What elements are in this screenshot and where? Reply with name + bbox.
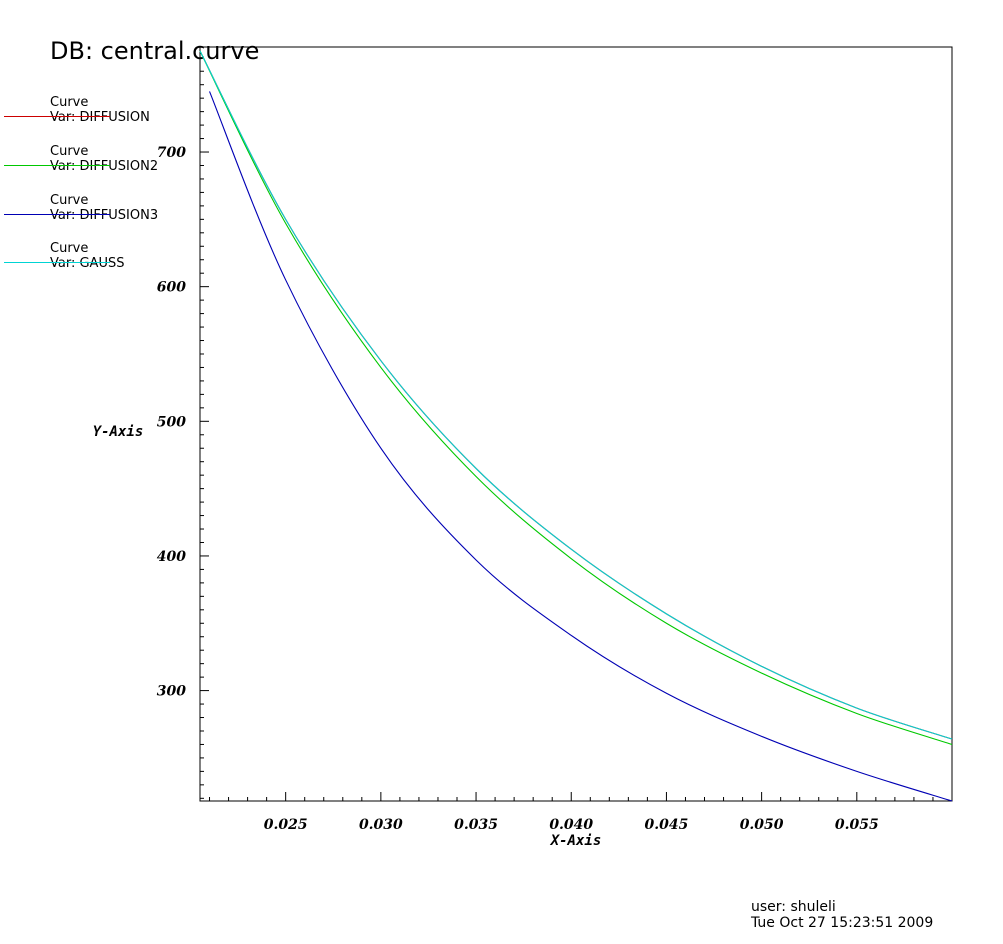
footer-user: user: shuleli: [751, 899, 836, 915]
y-tick-label: 400: [157, 549, 186, 565]
legend-swatch: [4, 262, 110, 263]
x-tick-label: 0.050: [740, 817, 784, 833]
y-tick-label: 300: [157, 684, 186, 700]
series-line-gauss: [199, 50, 953, 740]
x-tick-label: 0.045: [645, 817, 689, 833]
database-title: DB: central.curve: [50, 37, 260, 65]
plot-frame: [199, 46, 953, 802]
legend-var-label: Var: DIFFUSION3: [50, 208, 159, 223]
legend-entry-diffusion: Curve Var: DIFFUSION: [0, 96, 200, 142]
legend-curve-label: Curve: [50, 241, 89, 256]
x-tick-label: 0.035: [454, 817, 498, 833]
series-line-diffusion2: [199, 50, 953, 745]
x-tick-label: 0.055: [835, 817, 879, 833]
x-tick-label: 0.040: [549, 817, 593, 833]
x-tick-label: 0.025: [264, 817, 308, 833]
legend-swatch: [4, 214, 110, 215]
legend-curve-label: Curve: [50, 193, 89, 208]
series-line-diffusion: [199, 50, 953, 740]
legend-entry-diffusion3: Curve Var: DIFFUSION3: [0, 194, 200, 240]
legend-swatch: [4, 116, 110, 117]
legend-var-label: Var: DIFFUSION2: [50, 159, 159, 174]
legend-curve-label: Curve: [50, 144, 89, 159]
y-axis-title: Y-Axis: [93, 424, 144, 440]
legend-curve-label: Curve: [50, 95, 89, 110]
legend-var-label: Var: DIFFUSION: [50, 110, 150, 125]
x-tick-label: 0.030: [359, 817, 403, 833]
legend-swatch: [4, 165, 110, 166]
legend-entry-gauss: Curve Var: GAUSS: [0, 242, 200, 288]
footer-timestamp: Tue Oct 27 15:23:51 2009: [751, 915, 934, 931]
x-axis-title: X-Axis: [550, 833, 602, 849]
y-tick-label: 500: [157, 414, 186, 430]
legend-var-label: Var: GAUSS: [50, 256, 125, 271]
legend-entry-diffusion2: Curve Var: DIFFUSION2: [0, 145, 200, 191]
series-line-diffusion3: [209, 91, 953, 802]
y-tick-label: 600: [157, 280, 186, 296]
y-tick-label: 700: [157, 145, 186, 161]
